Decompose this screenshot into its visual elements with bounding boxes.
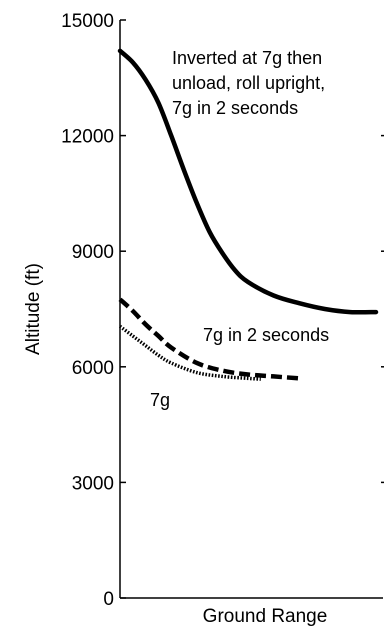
y-axis-title: Altitude (ft) — [23, 263, 44, 355]
y-tick-label: 6000 — [72, 358, 114, 379]
right-y-ticks — [381, 134, 384, 484]
series-line-7g — [118, 324, 261, 381]
annotation-inverted-line-2: unload, roll upright, — [172, 73, 325, 93]
y-tick-label: 3000 — [72, 473, 114, 494]
y-ticks: 0 3000 6000 9000 12000 15000 — [61, 11, 126, 610]
annotation-7g-2s: 7g in 2 seconds — [203, 325, 329, 345]
x-axis-title: Ground Range — [203, 606, 328, 627]
annotation-7g: 7g — [150, 390, 170, 410]
series-line-7g-2s — [118, 297, 300, 381]
series-line-inverted — [117, 48, 379, 315]
y-tick-label: 9000 — [72, 242, 114, 263]
annotation-inverted: Inverted at 7g then unload, roll upright… — [172, 48, 330, 118]
series — [117, 48, 379, 381]
y-tick-label: 12000 — [61, 127, 114, 148]
annotation-inverted-line-3: 7g in 2 seconds — [172, 98, 298, 118]
annotation-inverted-line-1: Inverted at 7g then — [172, 48, 322, 68]
y-tick-label: 15000 — [61, 11, 114, 32]
axes — [119, 20, 383, 599]
y-tick-label: 0 — [103, 589, 114, 610]
